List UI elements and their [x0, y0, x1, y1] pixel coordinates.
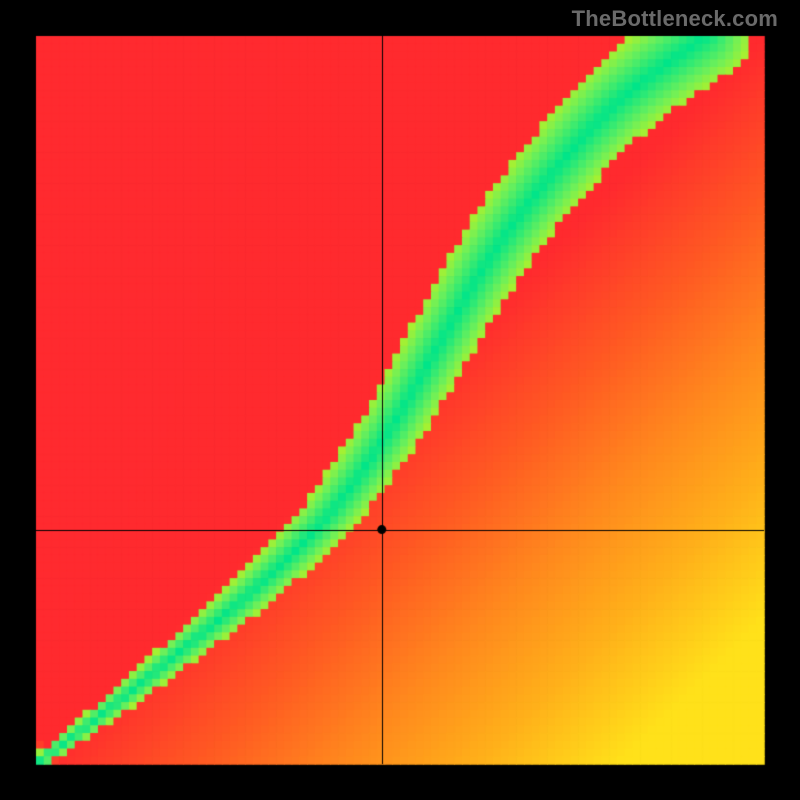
chart-root: TheBottleneck.com	[0, 0, 800, 800]
bottleneck-heatmap-canvas	[0, 0, 800, 800]
watermark-text: TheBottleneck.com	[572, 6, 778, 32]
